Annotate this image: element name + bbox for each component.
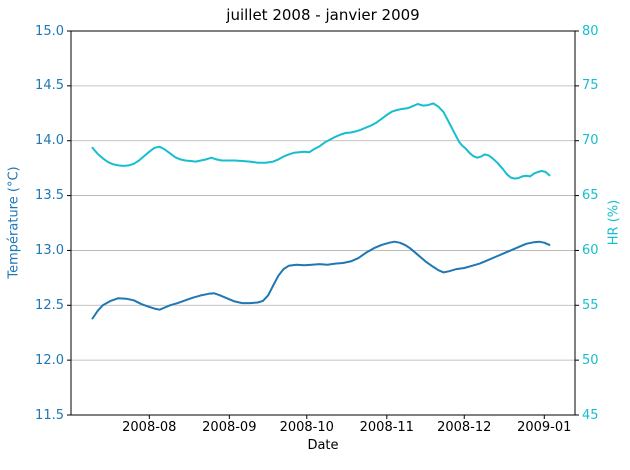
y-axis-label-right: HR (%) [606, 199, 622, 246]
y-left-tick-label: 14.0 [35, 133, 64, 149]
y-right-tick-label: 70 [582, 133, 599, 149]
y-right-tick-label: 65 [582, 188, 599, 204]
x-tick-label: 2008-10 [279, 420, 334, 435]
x-tick-label: 2008-12 [437, 420, 492, 435]
y-left-tick-label: 14.5 [35, 78, 64, 94]
x-axis-label: Date [307, 438, 339, 453]
series-line-temperature [91, 240, 551, 320]
y-right-tick-label: 55 [582, 297, 599, 313]
chart-title: juillet 2008 - janvier 2009 [226, 6, 420, 24]
y-right-tick-label: 45 [582, 407, 599, 423]
x-tick-label: 2008-11 [359, 420, 414, 435]
y-left-tick-label: 11.5 [35, 407, 64, 423]
y-left-tick-label: 13.0 [35, 242, 64, 258]
x-tick-label: 2008-08 [122, 420, 177, 435]
x-tick-label: 2009-01 [517, 420, 572, 435]
y-left-tick-label: 13.5 [35, 188, 64, 204]
y-left-tick-label: 12.5 [35, 297, 64, 313]
axes-box [70, 30, 576, 416]
y-left-tick-label: 12.0 [35, 352, 64, 368]
x-tick-label: 2008-09 [202, 420, 257, 435]
y-right-tick-label: 80 [582, 23, 599, 39]
y-right-tick-label: 75 [582, 78, 599, 94]
y-right-tick-label: 50 [582, 352, 599, 368]
y-right-tick-label: 60 [582, 242, 599, 258]
y-left-tick-label: 15.0 [35, 23, 64, 39]
series-line-humidity [91, 102, 551, 180]
